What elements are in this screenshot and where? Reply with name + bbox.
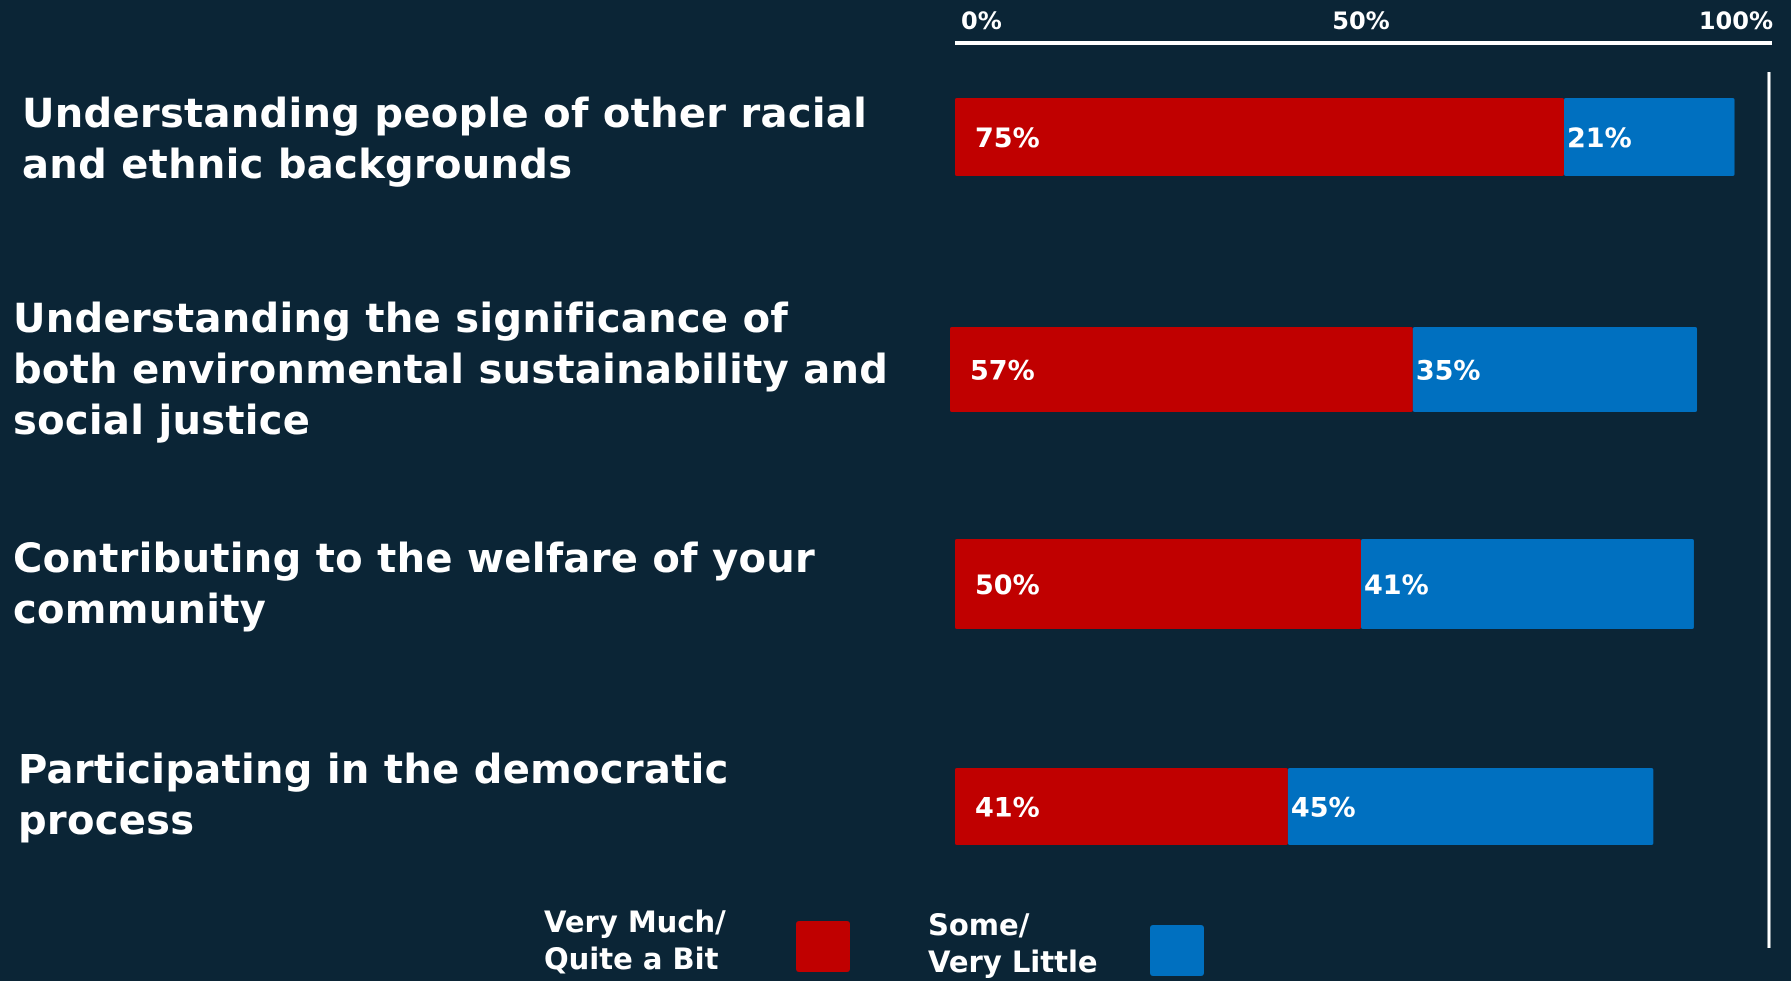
legend-swatch-very-much <box>796 921 850 972</box>
bar-value-label: 75% <box>975 123 1040 154</box>
x-tick-label: 50% <box>1332 7 1389 35</box>
bar-segment-very-much <box>955 768 1288 845</box>
bar-value-label: 35% <box>1416 356 1481 387</box>
bar-segment-some <box>1564 98 1735 176</box>
legend-label-very-much: Very Much/ Quite a Bit <box>544 905 726 976</box>
category-label-democratic-process: Participating in the democratic process <box>18 747 729 844</box>
x-axis: 0% 50% 100% <box>955 7 1773 948</box>
x-tick-label: 100% <box>1699 7 1773 35</box>
bar-value-label: 21% <box>1567 123 1632 154</box>
bar-segment-very-much <box>955 98 1564 176</box>
legend-swatch-some <box>1150 925 1204 976</box>
category-label-community-welfare: Contributing to the welfare of your comm… <box>13 536 816 633</box>
bar-segment-some <box>1412 327 1698 412</box>
bar-value-label: 57% <box>970 356 1035 387</box>
bar-value-label: 41% <box>1364 570 1429 601</box>
bar-value-label: 41% <box>975 793 1040 824</box>
bars: 75% 21% 57% 35% 50% 41% 41% 45% <box>950 98 1735 845</box>
bar-value-label: 50% <box>975 570 1040 601</box>
bar-segment-some <box>1361 539 1694 629</box>
legend-label-some: Some/ Very Little <box>928 908 1098 979</box>
bar-segment-some <box>1287 768 1654 845</box>
category-label-sustainability-justice: Understanding the significance of both e… <box>13 296 889 444</box>
x-tick-label: 0% <box>961 7 1002 35</box>
bar-value-label: 45% <box>1291 793 1356 824</box>
bar-segment-very-much <box>950 327 1413 412</box>
category-label-racial-understanding: Understanding people of other racial and… <box>22 91 868 188</box>
bar-segment-very-much <box>955 539 1361 629</box>
